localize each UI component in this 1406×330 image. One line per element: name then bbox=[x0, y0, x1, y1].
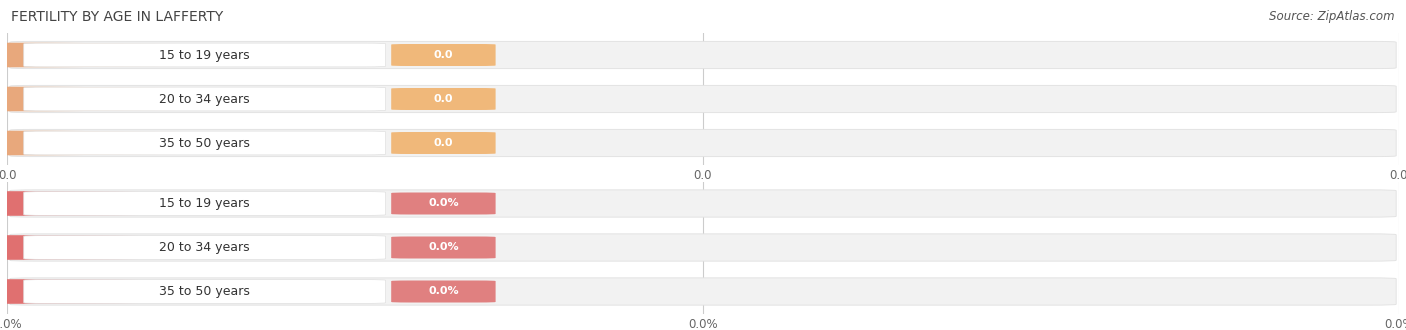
Text: 0.0%: 0.0% bbox=[427, 199, 458, 209]
Text: Source: ZipAtlas.com: Source: ZipAtlas.com bbox=[1270, 10, 1395, 23]
FancyBboxPatch shape bbox=[24, 43, 385, 67]
Circle shape bbox=[0, 192, 377, 215]
Circle shape bbox=[0, 44, 377, 67]
Text: 35 to 50 years: 35 to 50 years bbox=[159, 285, 250, 298]
FancyBboxPatch shape bbox=[391, 280, 495, 303]
FancyBboxPatch shape bbox=[391, 88, 495, 110]
Text: 35 to 50 years: 35 to 50 years bbox=[159, 137, 250, 149]
Circle shape bbox=[0, 236, 377, 259]
FancyBboxPatch shape bbox=[10, 129, 1396, 157]
FancyBboxPatch shape bbox=[10, 190, 1396, 217]
FancyBboxPatch shape bbox=[24, 192, 385, 215]
FancyBboxPatch shape bbox=[24, 236, 385, 259]
FancyBboxPatch shape bbox=[10, 278, 1396, 305]
FancyBboxPatch shape bbox=[24, 280, 385, 303]
FancyBboxPatch shape bbox=[24, 131, 385, 155]
FancyBboxPatch shape bbox=[391, 192, 495, 214]
FancyBboxPatch shape bbox=[10, 41, 1396, 69]
FancyBboxPatch shape bbox=[10, 234, 1396, 261]
Text: 15 to 19 years: 15 to 19 years bbox=[159, 49, 250, 61]
Circle shape bbox=[0, 280, 377, 303]
FancyBboxPatch shape bbox=[24, 87, 385, 111]
FancyBboxPatch shape bbox=[391, 237, 495, 258]
FancyBboxPatch shape bbox=[10, 85, 1396, 113]
FancyBboxPatch shape bbox=[391, 44, 495, 66]
FancyBboxPatch shape bbox=[391, 132, 495, 154]
Text: 0.0: 0.0 bbox=[433, 50, 453, 60]
Text: FERTILITY BY AGE IN LAFFERTY: FERTILITY BY AGE IN LAFFERTY bbox=[11, 10, 224, 24]
Text: 20 to 34 years: 20 to 34 years bbox=[159, 92, 250, 106]
Text: 0.0: 0.0 bbox=[433, 94, 453, 104]
Circle shape bbox=[0, 131, 377, 154]
Text: 0.0%: 0.0% bbox=[427, 243, 458, 252]
Text: 0.0: 0.0 bbox=[433, 138, 453, 148]
Circle shape bbox=[0, 87, 377, 111]
Text: 15 to 19 years: 15 to 19 years bbox=[159, 197, 250, 210]
Text: 20 to 34 years: 20 to 34 years bbox=[159, 241, 250, 254]
Text: 0.0%: 0.0% bbox=[427, 286, 458, 296]
